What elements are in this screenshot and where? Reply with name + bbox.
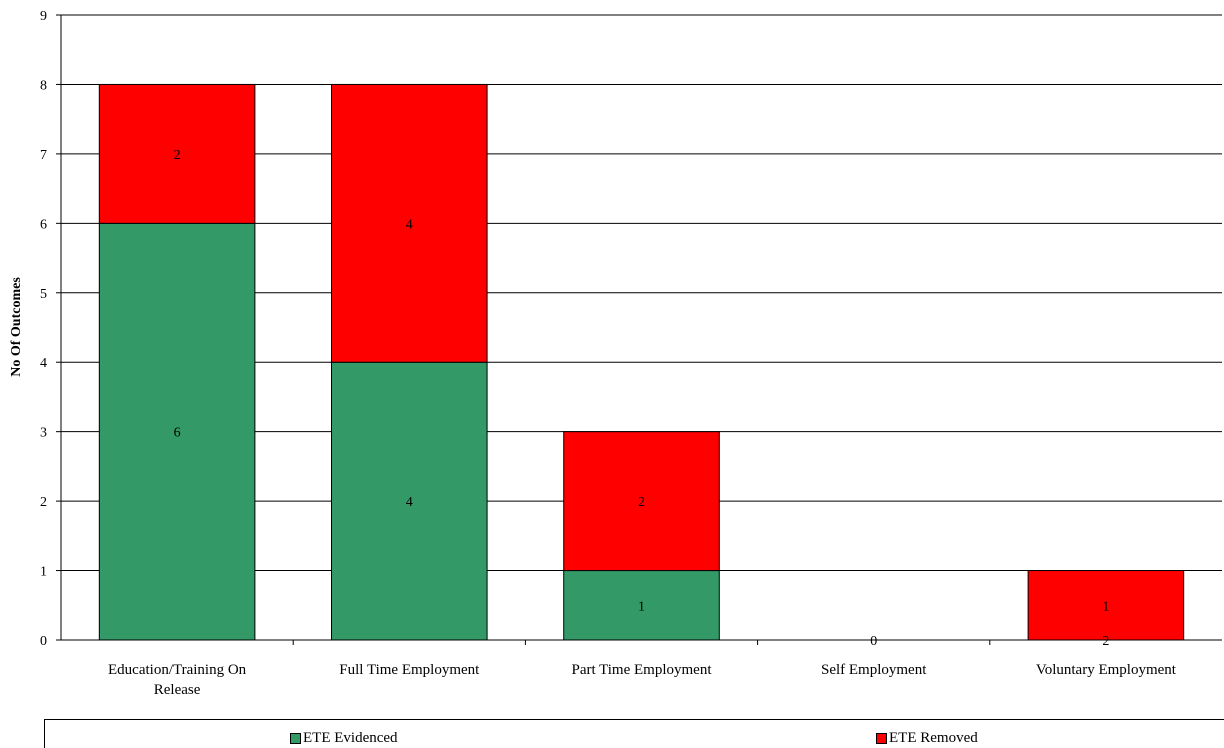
bar-segment: [563, 431, 720, 572]
y-tick-label: 8: [40, 78, 47, 93]
y-tick-label: 9: [40, 9, 47, 24]
y-tick-labels: 0 1 2 3 4 5 6 7 8 9: [40, 9, 61, 649]
y-tick-label: 3: [40, 426, 47, 441]
x-tick-label: Full Time Employment: [339, 662, 480, 678]
legend-item-evidenced: ETE Evidenced: [290, 730, 398, 747]
data-label: 1: [1102, 599, 1109, 614]
data-label: 1: [638, 599, 645, 614]
x-tick-label: Release: [154, 682, 201, 698]
bar-segment: [98, 222, 256, 641]
y-tick-label: 6: [40, 217, 47, 232]
y-tick-label: 4: [40, 356, 47, 371]
bar-segment: [331, 83, 488, 363]
data-label: 2: [174, 148, 181, 163]
data-label: 2: [1102, 634, 1109, 649]
data-label: 4: [406, 495, 413, 510]
x-tick-label: Part Time Employment: [571, 662, 712, 678]
y-tick-label: 5: [40, 287, 47, 302]
legend: ETE Evidenced ETE Removed: [44, 719, 1224, 748]
y-tick-label: 7: [40, 148, 47, 163]
data-label: 0: [870, 634, 877, 649]
legend-swatch-removed: [876, 733, 887, 744]
y-tick-label: 1: [40, 565, 47, 580]
stacked-bar-chart: 0 1 2 3 4 5 6 7 8 9 Education/Training On Release F…: [9, 9, 1222, 698]
legend-swatch-evidenced: [290, 733, 301, 744]
legend-item-removed: ETE Removed: [876, 730, 978, 747]
y-tick-label: 0: [40, 634, 47, 649]
bars: [98, 83, 1185, 641]
x-tick-label: Education/Training On: [108, 662, 247, 678]
legend-label-evidenced: ETE Evidenced: [303, 730, 398, 746]
bar-segment: [1027, 570, 1185, 641]
x-tick-labels: Education/Training On Release Full Time Em…: [108, 640, 1177, 698]
data-labels: 6 2 4 4 1 2 0 2 1: [174, 148, 1110, 649]
bar-segment: [98, 83, 256, 224]
data-label: 4: [406, 217, 413, 232]
legend-label-removed: ETE Removed: [889, 730, 978, 746]
x-tick-label: Self Employment: [821, 662, 927, 678]
y-axis-title: No Of Outcomes: [9, 277, 24, 377]
data-label: 6: [174, 426, 181, 441]
y-tick-label: 2: [40, 495, 47, 510]
data-label: 2: [638, 495, 645, 510]
axes: [60, 15, 1222, 641]
x-tick-label: Voluntary Employment: [1036, 662, 1177, 678]
